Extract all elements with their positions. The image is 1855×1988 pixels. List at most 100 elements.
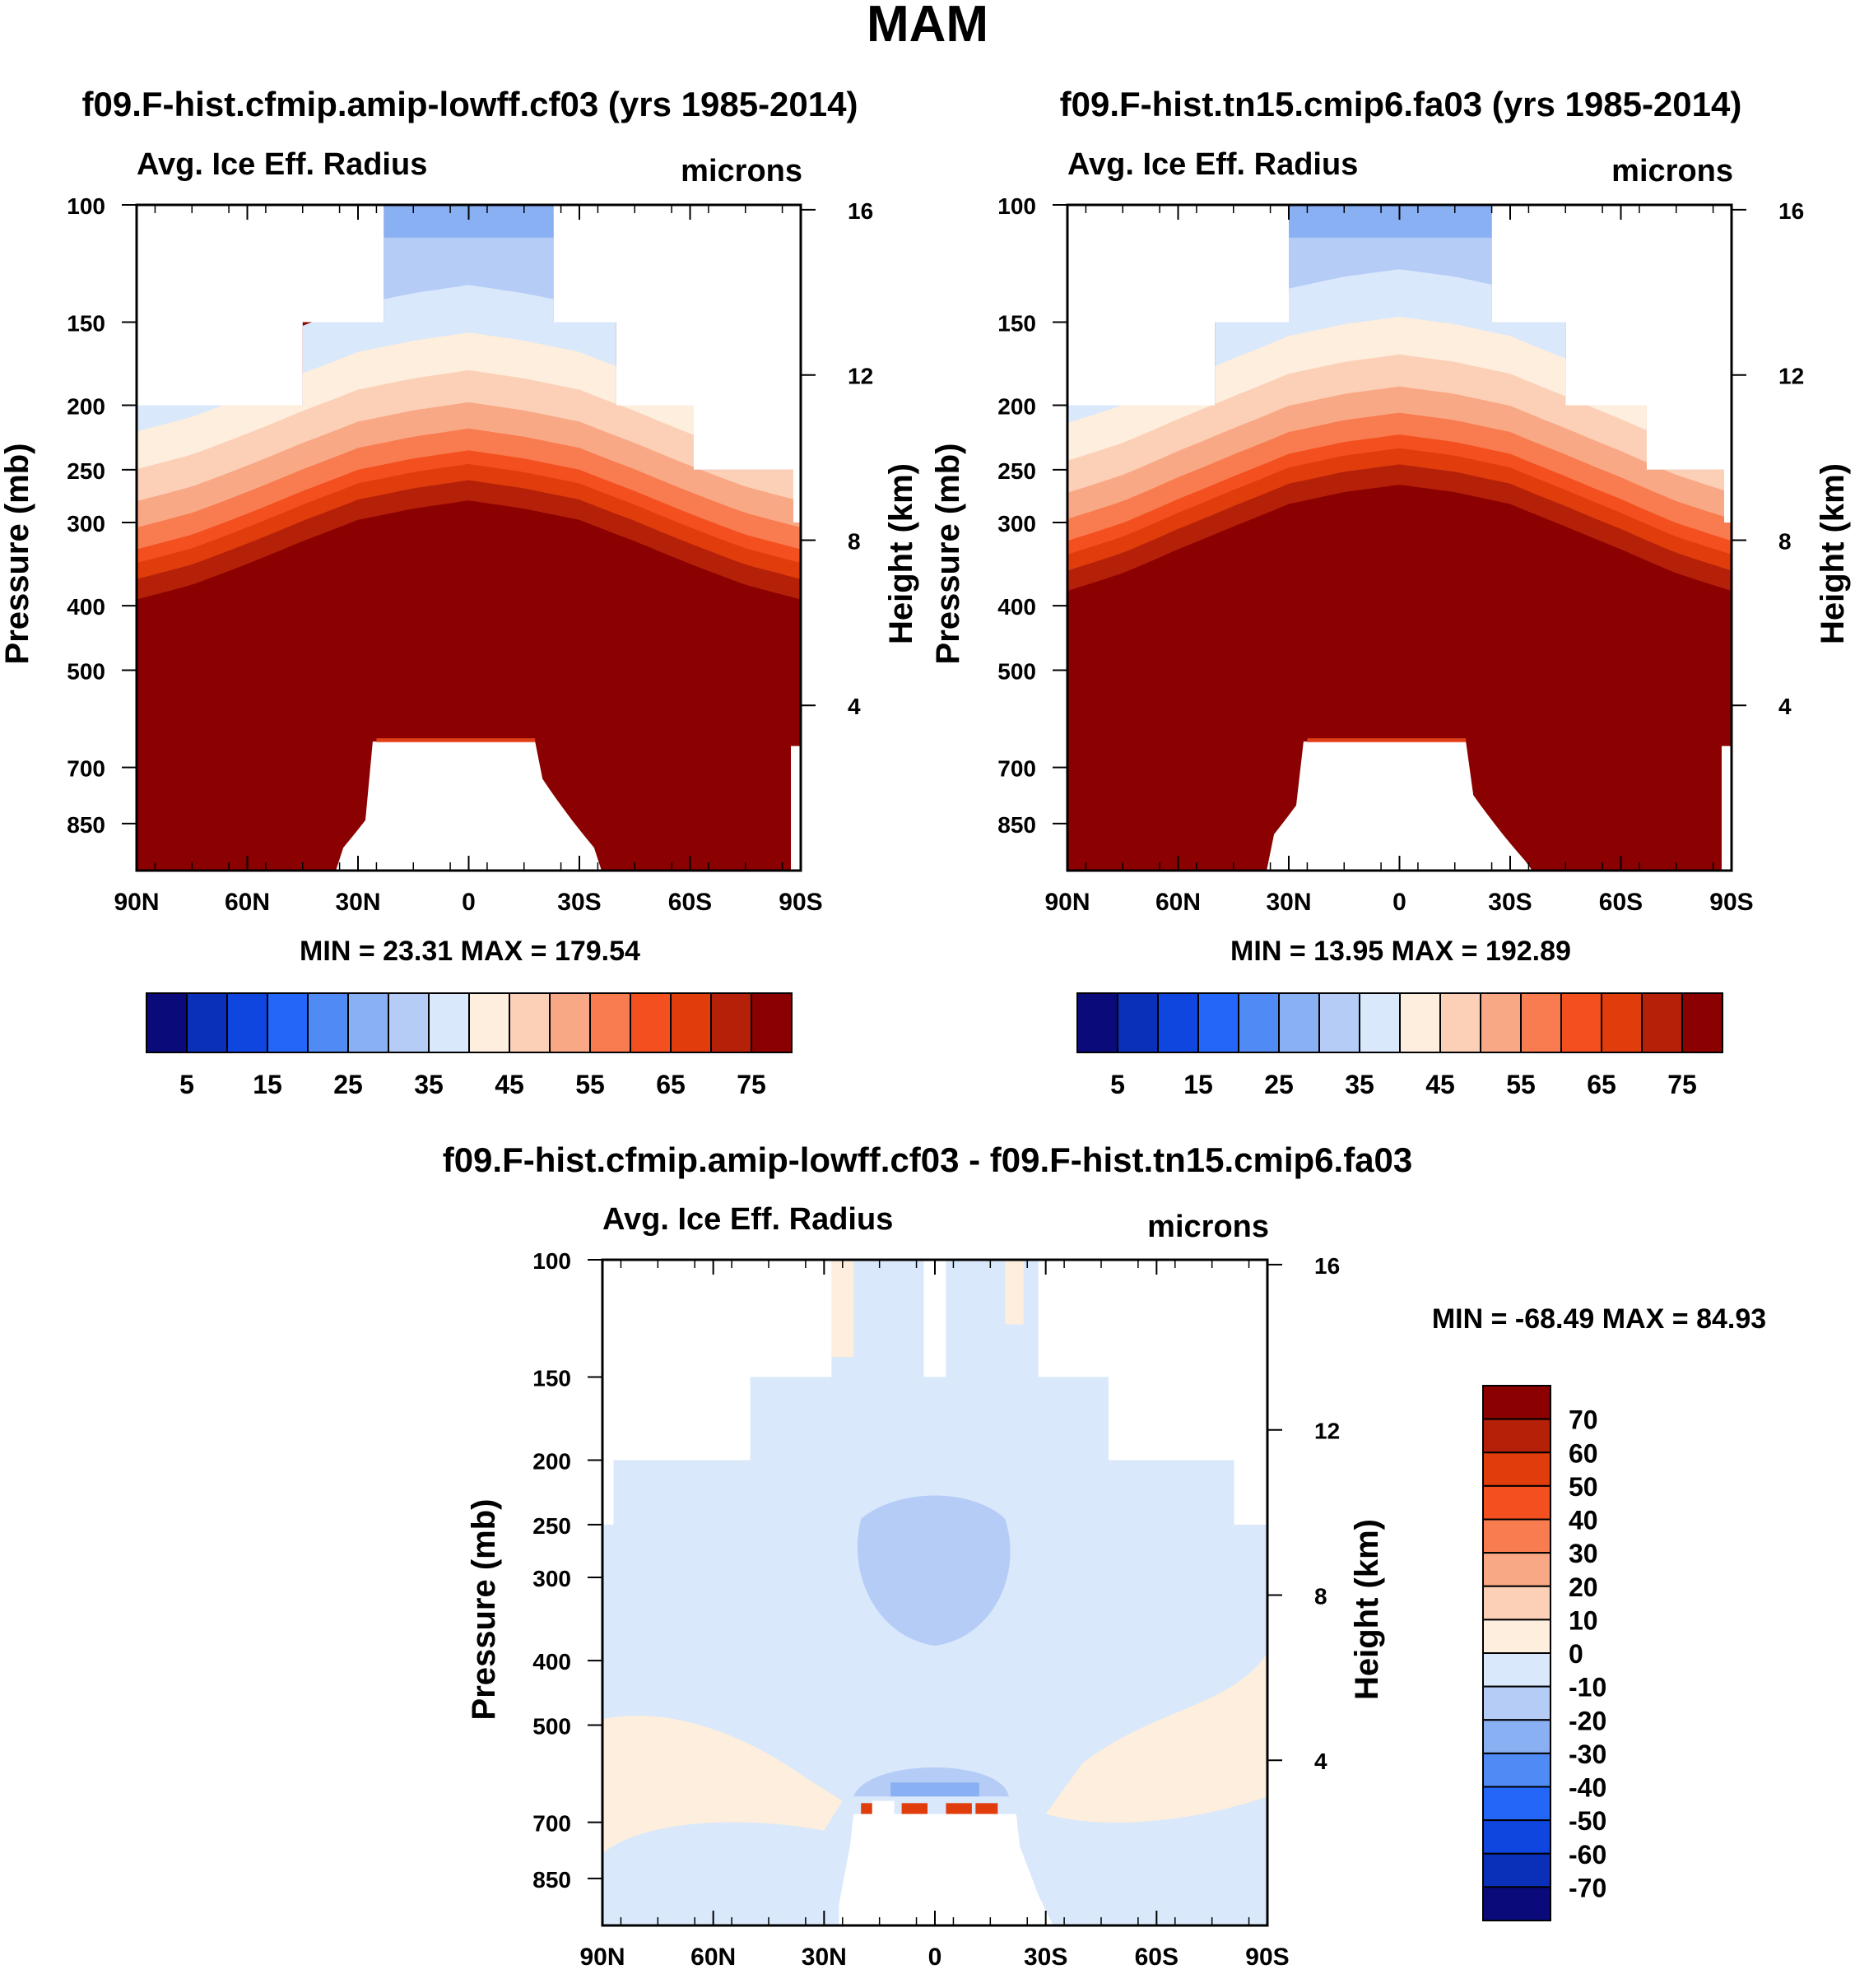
y-tick-label: 400 xyxy=(532,1649,571,1674)
y2-axis-label: Height (km) xyxy=(1815,463,1851,644)
topography-mask xyxy=(602,1800,1267,1925)
y-tick-label: 700 xyxy=(532,1811,571,1837)
y-tick-label: 100 xyxy=(997,193,1036,219)
x-tick-label: 60S xyxy=(1599,889,1643,916)
contour-band xyxy=(831,1260,854,1358)
y-tick-label: 500 xyxy=(67,658,105,684)
y-tick-label: 200 xyxy=(532,1449,571,1475)
colorbar-label: 75 xyxy=(737,1070,766,1099)
y-tick-label: 300 xyxy=(532,1566,571,1591)
y-tick-label: 700 xyxy=(997,756,1036,782)
contour-edge xyxy=(376,738,536,743)
contour-band xyxy=(602,1715,843,1854)
colorbar-label: -50 xyxy=(1569,1806,1606,1836)
x-tick-label: 0 xyxy=(928,1944,942,1971)
colorbar-box xyxy=(1560,992,1602,1053)
x-tick-label: 30S xyxy=(1024,1944,1067,1971)
figure-title: MAM xyxy=(867,0,988,53)
colorbar-box xyxy=(1482,1619,1551,1654)
colorbar-box xyxy=(468,992,510,1053)
y-tick-label: 100 xyxy=(532,1248,571,1274)
topography-mask xyxy=(1067,741,1732,871)
y-tick-label: 400 xyxy=(67,594,105,620)
colorbar-label: 45 xyxy=(495,1070,524,1099)
y-axis-label: Pressure (mb) xyxy=(0,444,35,665)
colorbar-box xyxy=(1482,1786,1551,1822)
y2-tick-label: 8 xyxy=(848,528,861,554)
colorbar-box xyxy=(1482,1652,1551,1688)
y-tick-label: 200 xyxy=(997,394,1036,420)
y-axis-label: Pressure (mb) xyxy=(930,444,966,665)
contour-band xyxy=(975,1803,998,1814)
colorbar-box xyxy=(630,992,672,1053)
contour-band xyxy=(137,500,801,871)
colorbar-label: 65 xyxy=(656,1070,686,1099)
colorbar-box xyxy=(1318,992,1360,1053)
y2-axis-label: Height (km) xyxy=(1349,1519,1385,1700)
left-label: Avg. Ice Eff. Radius xyxy=(1067,147,1358,182)
plot-area xyxy=(137,205,801,871)
panel-title: f09.F-hist.cfmip.amip-lowff.cf03 - f09.F… xyxy=(443,1140,1413,1179)
x-tick-label: 60S xyxy=(1135,1944,1179,1971)
colorbar-box xyxy=(1482,1452,1551,1487)
y-tick-label: 300 xyxy=(67,511,105,536)
x-tick-label: 30N xyxy=(802,1944,847,1971)
y2-axis-label: Height (km) xyxy=(883,463,919,644)
colorbar-box xyxy=(1359,992,1401,1053)
y-tick-label: 700 xyxy=(67,756,105,782)
colorbar-label: 25 xyxy=(333,1070,363,1099)
colorbar-box xyxy=(1681,992,1723,1053)
colorbar-box xyxy=(226,992,268,1053)
panel-top-left: f09.F-hist.cfmip.amip-lowff.cf03 (yrs 19… xyxy=(0,85,919,1099)
x-tick-label: 60N xyxy=(225,889,270,916)
y-tick-label: 250 xyxy=(997,458,1036,484)
colorbar-label: -60 xyxy=(1569,1840,1606,1870)
colorbar-box xyxy=(1520,992,1562,1053)
y-tick-label: 850 xyxy=(997,812,1036,838)
x-tick-label: 90N xyxy=(114,889,159,916)
colorbar: 5 15 25 35 45 55 65 75 xyxy=(1076,992,1723,1099)
colorbar-box xyxy=(428,992,470,1053)
colorbar-box xyxy=(1439,992,1481,1053)
colorbar-box xyxy=(1482,1418,1551,1454)
colorbar-box xyxy=(388,992,430,1053)
colorbar-label: 30 xyxy=(1569,1539,1598,1568)
y-tick-label: 850 xyxy=(67,812,105,838)
y-tick-label: 150 xyxy=(67,310,105,336)
topography-mask xyxy=(791,746,801,871)
colorbar-box xyxy=(1482,1585,1551,1621)
colorbar-box xyxy=(1238,992,1280,1053)
x-tick-label: 0 xyxy=(1392,889,1406,916)
colorbar-box xyxy=(710,992,752,1053)
colorbar-box xyxy=(1482,1518,1551,1554)
topography-mask xyxy=(137,741,801,871)
y-tick-label: 500 xyxy=(997,658,1036,684)
contour-band xyxy=(1045,1653,1267,1823)
panel-title: f09.F-hist.cfmip.amip-lowff.cf03 (yrs 19… xyxy=(82,85,858,123)
y-tick-label: 150 xyxy=(997,310,1036,336)
contour-fill xyxy=(1067,205,1732,871)
colorbar-box xyxy=(307,992,349,1053)
contour-fill xyxy=(602,1260,1267,1925)
axes: 90N 60N 30N 0 30S 60S 90S 100 150 200 250 300 400 500… xyxy=(67,193,873,916)
colorbar-box xyxy=(549,992,591,1053)
y2-tick-label: 16 xyxy=(1778,198,1804,224)
x-tick-label: 90N xyxy=(1044,889,1090,916)
left-label: Avg. Ice Eff. Radius xyxy=(137,147,427,182)
min-max-label: MIN = 23.31 MAX = 179.54 xyxy=(300,936,640,967)
y-tick-label: 400 xyxy=(997,594,1036,620)
colorbar-label: -40 xyxy=(1569,1773,1606,1803)
colorbar-label: 65 xyxy=(1587,1070,1616,1099)
y-tick-label: 500 xyxy=(532,1713,571,1739)
y-tick-label: 850 xyxy=(532,1867,571,1893)
colorbar-label: 15 xyxy=(253,1070,282,1099)
x-tick-label: 30N xyxy=(1266,889,1311,916)
colorbar-box xyxy=(1601,992,1643,1053)
colorbar-box xyxy=(1482,1484,1551,1521)
min-max-label: MIN = 13.95 MAX = 192.89 xyxy=(1230,936,1571,967)
colorbar-label: 75 xyxy=(1667,1070,1697,1099)
colorbar-label: 5 xyxy=(1110,1070,1125,1099)
plot-area xyxy=(1067,205,1732,871)
y-axis-label: Pressure (mb) xyxy=(466,1499,502,1721)
